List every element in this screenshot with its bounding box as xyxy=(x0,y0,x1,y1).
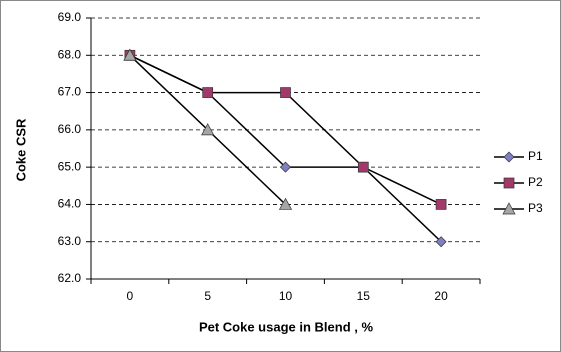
y-axis-title: Coke CSR xyxy=(13,118,28,181)
y-tick-label: 67.0 xyxy=(58,85,82,99)
legend-label: P2 xyxy=(528,175,543,189)
y-tick-label: 68.0 xyxy=(58,47,82,61)
x-axis-title: Pet Coke usage in Blend , % xyxy=(199,319,374,334)
marker xyxy=(503,177,515,189)
y-tick-label: 63.0 xyxy=(58,234,82,248)
x-tick-label: 20 xyxy=(434,289,448,303)
marker xyxy=(202,87,214,98)
y-tick-label: 65.0 xyxy=(58,159,82,173)
x-tick-label: 0 xyxy=(127,289,134,303)
y-tick-label: 62.0 xyxy=(58,271,82,285)
y-tick-label: 66.0 xyxy=(58,122,82,136)
x-tick-label: 15 xyxy=(357,289,371,303)
x-tick-label: 10 xyxy=(279,289,293,303)
marker xyxy=(503,151,515,163)
marker xyxy=(280,161,291,173)
marker xyxy=(435,199,447,210)
x-tick-label: 5 xyxy=(204,289,211,303)
marker xyxy=(123,48,137,61)
marker xyxy=(502,202,516,215)
legend-label: P3 xyxy=(528,201,543,215)
y-tick-label: 64.0 xyxy=(58,197,82,211)
marker xyxy=(278,197,293,210)
marker xyxy=(357,161,369,173)
legend-label: P1 xyxy=(528,149,543,163)
marker xyxy=(435,236,447,248)
marker xyxy=(201,123,215,136)
marker xyxy=(280,87,291,98)
y-tick-label: 69.0 xyxy=(58,10,82,24)
